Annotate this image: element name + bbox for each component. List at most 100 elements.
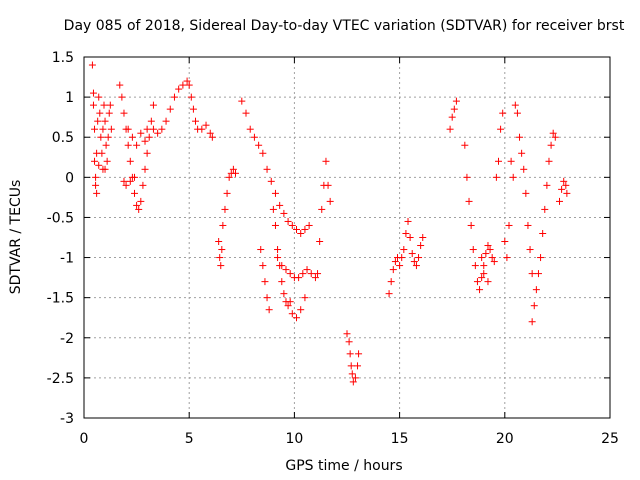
data-point <box>147 117 155 125</box>
data-point <box>351 374 359 382</box>
data-point <box>503 254 511 262</box>
data-point <box>122 181 130 189</box>
data-point <box>389 266 397 274</box>
data-point <box>135 205 143 213</box>
data-point <box>522 189 530 197</box>
data-point <box>238 97 246 105</box>
data-point <box>507 157 515 165</box>
data-point <box>183 77 191 85</box>
data-point <box>267 177 275 185</box>
data-point <box>149 101 157 109</box>
data-point <box>311 274 319 282</box>
y-tick-label: 0 <box>65 170 74 186</box>
data-point <box>446 125 454 133</box>
data-point <box>198 125 206 133</box>
data-point <box>218 246 226 254</box>
data-point <box>354 362 362 370</box>
data-point <box>271 221 279 229</box>
y-tick-label: 0.5 <box>52 130 74 146</box>
data-point <box>215 238 223 246</box>
data-point <box>143 125 151 133</box>
data-point <box>406 234 414 241</box>
data-point <box>450 105 458 113</box>
data-point <box>324 181 332 189</box>
data-point <box>100 101 108 109</box>
data-point <box>543 181 551 189</box>
data-point <box>116 81 124 89</box>
data-point <box>250 133 258 141</box>
data-point <box>284 217 292 225</box>
data-point <box>286 298 294 306</box>
data-point <box>105 109 113 117</box>
data-point <box>524 221 532 229</box>
data-point <box>412 262 420 270</box>
x-tick-label: 15 <box>391 431 409 447</box>
data-point <box>448 113 456 121</box>
data-point <box>202 121 210 129</box>
data-point <box>139 181 147 189</box>
data-point <box>223 189 231 197</box>
data-point <box>410 258 418 266</box>
plot-frame <box>83 56 611 419</box>
data-point <box>141 137 149 145</box>
data-point <box>307 270 315 278</box>
data-point <box>415 254 423 262</box>
data-point <box>225 173 233 181</box>
data-point <box>284 302 292 310</box>
data-point <box>532 286 540 294</box>
y-tick-label: -1 <box>60 251 74 267</box>
data-point <box>246 125 254 133</box>
data-point <box>295 274 303 282</box>
data-point <box>92 173 100 181</box>
data-point <box>192 117 200 125</box>
data-point <box>242 109 250 117</box>
x-axis-label: GPS time / hours <box>285 458 402 474</box>
y-tick-label: -2.5 <box>47 371 74 387</box>
data-point <box>91 157 99 165</box>
data-point <box>318 205 326 213</box>
data-point <box>398 254 406 262</box>
data-point <box>505 221 513 229</box>
data-point <box>322 157 330 165</box>
data-point <box>276 201 284 209</box>
data-point <box>526 246 534 254</box>
data-point <box>280 290 288 298</box>
data-point <box>124 141 132 149</box>
data-point <box>539 229 547 237</box>
data-points <box>88 61 571 386</box>
data-point <box>530 302 538 310</box>
data-point <box>102 141 110 149</box>
y-tick-label: 1 <box>65 90 74 106</box>
data-point <box>385 290 393 298</box>
data-point <box>133 201 141 209</box>
data-point <box>91 125 99 133</box>
y-tick-label: -3 <box>60 411 74 427</box>
data-point <box>282 266 290 274</box>
data-point <box>549 129 557 137</box>
data-point <box>469 246 477 254</box>
data-point <box>88 61 96 69</box>
data-point <box>96 109 104 117</box>
data-point <box>106 101 114 109</box>
data-point <box>278 262 286 270</box>
data-point <box>346 350 354 358</box>
x-tick-label: 5 <box>185 431 194 447</box>
data-point <box>128 133 136 141</box>
data-point <box>263 294 271 302</box>
data-point <box>396 262 404 270</box>
data-point <box>463 173 471 181</box>
data-point <box>518 149 526 157</box>
data-point <box>120 109 128 117</box>
data-point <box>126 157 134 165</box>
grid <box>84 57 610 418</box>
data-point <box>541 205 549 213</box>
data-point <box>104 133 112 141</box>
data-point <box>93 189 101 197</box>
data-point <box>305 221 313 229</box>
data-point <box>185 81 193 89</box>
data-point <box>89 89 97 97</box>
data-point <box>391 258 399 266</box>
data-point <box>408 250 416 258</box>
y-tick-labels: -3 -2.5 -2 -1.5 -1 -0.5 0 0.5 1 1.5 <box>47 50 74 427</box>
data-point <box>316 238 324 246</box>
